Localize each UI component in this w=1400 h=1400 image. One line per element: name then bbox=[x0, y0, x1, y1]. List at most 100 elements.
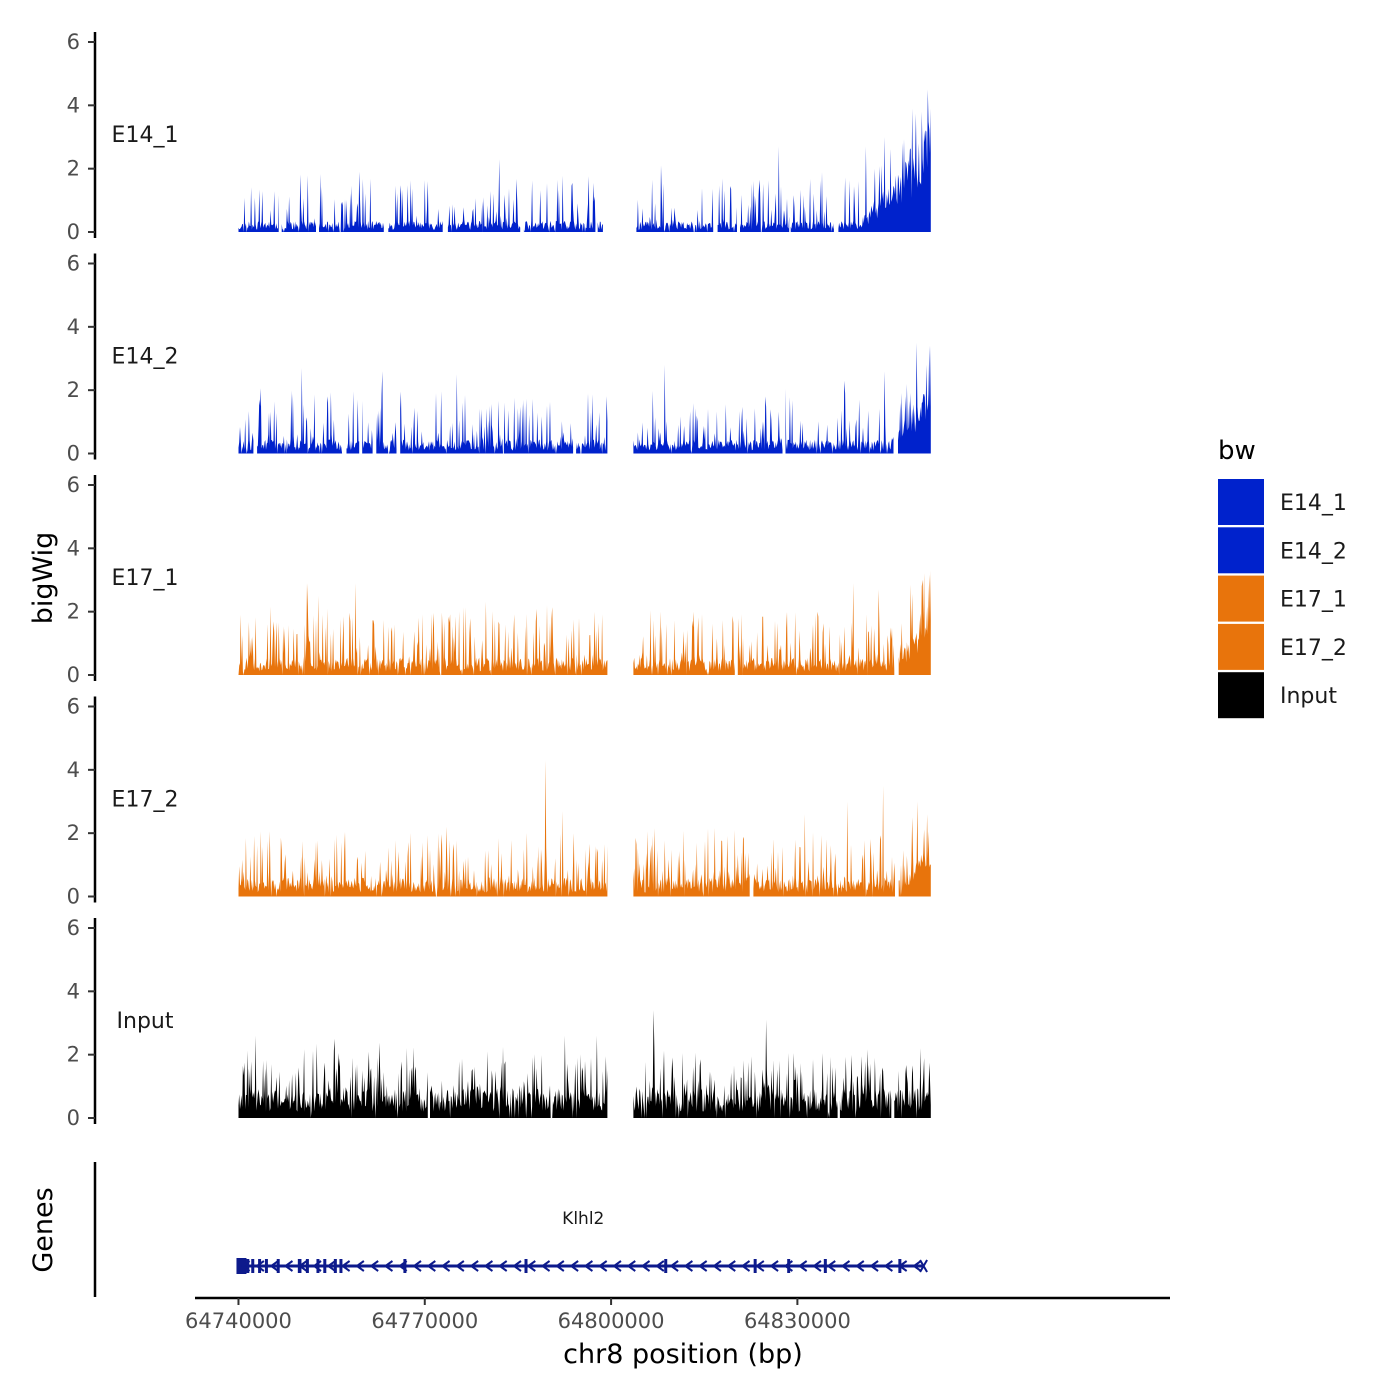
gene-exon bbox=[664, 1259, 668, 1273]
y-tick-label: 6 bbox=[67, 30, 80, 54]
signal-area bbox=[633, 610, 735, 675]
legend-swatch bbox=[1218, 527, 1264, 574]
track-label: E14_1 bbox=[112, 123, 179, 148]
strand-arrow bbox=[469, 1260, 479, 1272]
strand-arrow bbox=[426, 1260, 436, 1272]
signal-area bbox=[430, 1035, 608, 1118]
y-tick-label: 0 bbox=[67, 1106, 80, 1130]
y-tick-label: 4 bbox=[67, 979, 80, 1003]
x-tick-label: 64740000 bbox=[185, 1309, 292, 1333]
legend-entry: E17_1 bbox=[1280, 588, 1347, 613]
y-tick-label: 4 bbox=[67, 536, 80, 560]
gene-exon bbox=[316, 1259, 320, 1273]
gene-exon bbox=[264, 1259, 268, 1273]
signal-area bbox=[740, 146, 790, 232]
track-E17_1: 0 2 4 6 E17_1 bbox=[67, 473, 931, 687]
gene-exon bbox=[323, 1259, 327, 1273]
legend-title: bw bbox=[1218, 436, 1256, 466]
strand-arrow bbox=[298, 1260, 308, 1272]
strand-arrow bbox=[883, 1260, 893, 1272]
strand-arrow bbox=[755, 1260, 765, 1272]
signal-area bbox=[376, 371, 397, 454]
y-tick-label: 0 bbox=[67, 220, 80, 244]
gene-exon bbox=[246, 1259, 250, 1273]
signal-area bbox=[400, 374, 574, 454]
strand-arrow bbox=[669, 1260, 679, 1272]
gene-exon bbox=[276, 1259, 280, 1273]
signal-area bbox=[346, 391, 360, 454]
y-tick-label: 6 bbox=[67, 252, 80, 276]
x-tick-label: 64770000 bbox=[371, 1309, 478, 1333]
signal-area bbox=[238, 583, 608, 675]
strand-arrow bbox=[269, 1260, 279, 1272]
track-label: Input bbox=[117, 1009, 174, 1034]
signal-area bbox=[238, 411, 254, 454]
strand-arrow bbox=[769, 1260, 779, 1272]
signal-area bbox=[894, 1048, 931, 1118]
strand-arrow bbox=[683, 1260, 693, 1272]
gene-exon bbox=[333, 1259, 337, 1273]
strand-arrow bbox=[355, 1260, 365, 1272]
legend-swatch bbox=[1218, 672, 1264, 719]
strand-arrow bbox=[855, 1260, 865, 1272]
gene-end-mark bbox=[919, 1259, 928, 1273]
y-tick-label: 2 bbox=[67, 600, 80, 624]
gene-exon bbox=[823, 1259, 827, 1273]
signal-area bbox=[238, 1035, 428, 1118]
bigwig-tracks: 0 2 4 6 E14_1 0 2 4 6 E14_2 0 2 4 6 E17_1 0 2 4 6 E17_2 0 2 4 6… bbox=[67, 30, 931, 1130]
strand-arrow bbox=[526, 1260, 536, 1272]
y-tick-label: 6 bbox=[67, 916, 80, 940]
track-E14_1: 0 2 4 6 E14_1 bbox=[67, 30, 931, 244]
gene-exon bbox=[258, 1259, 262, 1273]
y-tick-label: 2 bbox=[67, 157, 80, 181]
strand-arrow bbox=[912, 1260, 922, 1272]
signal-area bbox=[362, 400, 373, 454]
signal-area bbox=[785, 371, 894, 454]
y-tick-label: 0 bbox=[67, 885, 80, 909]
signal-area bbox=[633, 1010, 838, 1118]
y-tick-label: 4 bbox=[67, 93, 80, 117]
y-axis-title: bigWig bbox=[28, 532, 59, 625]
track-E17_2: 0 2 4 6 E17_2 bbox=[67, 695, 931, 909]
strand-arrow bbox=[383, 1260, 394, 1272]
strand-arrow bbox=[812, 1260, 822, 1272]
strand-arrow bbox=[655, 1260, 665, 1272]
strand-arrow bbox=[712, 1260, 722, 1272]
strand-arrow bbox=[312, 1260, 322, 1272]
strand-arrow bbox=[412, 1260, 422, 1272]
signal-area bbox=[281, 174, 316, 232]
x-axis: 64740000 64770000 64800000 64830000 bbox=[185, 1296, 1170, 1333]
strand-arrow bbox=[455, 1260, 465, 1272]
track-label: E14_2 bbox=[112, 345, 179, 370]
signal-area bbox=[753, 785, 895, 897]
strand-arrow bbox=[340, 1260, 351, 1272]
strand-arrow bbox=[555, 1260, 565, 1272]
legend: bw E14_1 E14_2 E17_1 E17_2 Input bbox=[1218, 436, 1347, 719]
gene-exon bbox=[524, 1259, 528, 1273]
strand-arrow bbox=[697, 1260, 708, 1272]
strand-arrow bbox=[512, 1260, 522, 1272]
legend-entry: E17_2 bbox=[1280, 636, 1347, 661]
signal-area bbox=[898, 570, 931, 675]
strand-arrow bbox=[369, 1260, 379, 1272]
signal-area bbox=[447, 159, 521, 232]
strand-arrow bbox=[869, 1260, 879, 1272]
strand-arrow bbox=[497, 1260, 508, 1272]
signal-area bbox=[238, 187, 279, 232]
legend-entry: E14_1 bbox=[1280, 491, 1347, 516]
gene-exon bbox=[305, 1259, 309, 1273]
strand-arrow bbox=[640, 1260, 651, 1272]
gene-track-title: Genes bbox=[28, 1187, 59, 1272]
y-tick-label: 0 bbox=[67, 442, 80, 466]
track-E14_2: 0 2 4 6 E14_2 bbox=[67, 252, 931, 466]
signal-area bbox=[636, 165, 714, 232]
strand-arrow bbox=[583, 1260, 593, 1272]
y-tick-label: 2 bbox=[67, 1043, 80, 1067]
strand-arrow bbox=[826, 1260, 836, 1272]
strand-arrow bbox=[326, 1260, 336, 1272]
signal-area bbox=[737, 583, 895, 675]
strand-arrow bbox=[569, 1260, 579, 1272]
signal-area bbox=[898, 342, 931, 454]
signal-area bbox=[319, 171, 384, 232]
strand-arrow bbox=[597, 1260, 608, 1272]
